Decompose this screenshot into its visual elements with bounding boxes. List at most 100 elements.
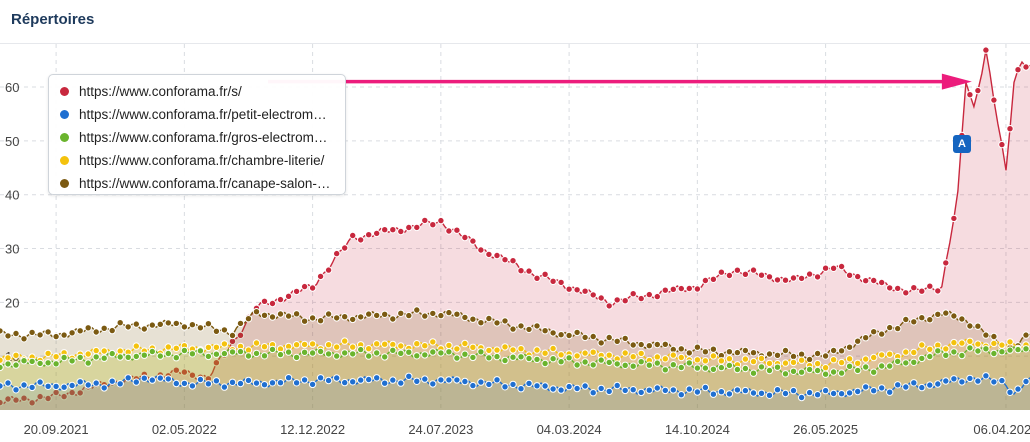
data-point [629, 386, 637, 394]
annotation-arrow-head [941, 73, 972, 90]
data-point [629, 353, 637, 361]
data-point [677, 391, 685, 399]
data-point [926, 345, 934, 353]
data-point [870, 387, 878, 395]
data-point [789, 358, 798, 367]
data-point [284, 312, 293, 320]
data-point [405, 311, 413, 320]
data-point [757, 363, 766, 371]
data-point [645, 386, 653, 394]
data-point [76, 327, 84, 335]
legend-item-s[interactable]: https://www.conforama.fr/s/ [57, 80, 345, 103]
data-point [333, 374, 341, 382]
data-point [276, 379, 285, 387]
data-point [76, 389, 84, 397]
data-point [781, 359, 790, 367]
data-point [212, 343, 221, 351]
legend-item-chambre-literie[interactable]: https://www.conforama.fr/chambre-literie… [57, 149, 345, 172]
annotation-badge[interactable]: A [953, 135, 971, 153]
data-point [982, 331, 990, 339]
data-point [597, 356, 605, 364]
data-point [172, 319, 181, 328]
data-point [910, 379, 918, 387]
data-point [557, 358, 565, 366]
data-point [757, 354, 766, 363]
data-point [870, 368, 878, 376]
data-point [212, 350, 221, 358]
legend-marker-icon [60, 179, 69, 188]
data-point [268, 345, 277, 354]
data-point [677, 363, 685, 372]
data-point [349, 343, 357, 351]
data-point [781, 346, 790, 355]
data-point [934, 380, 942, 388]
data-point [341, 349, 349, 357]
data-point [509, 353, 517, 361]
data-point [292, 287, 301, 296]
data-point [124, 323, 132, 331]
data-point [68, 357, 76, 365]
data-point [837, 390, 846, 398]
data-point [934, 287, 942, 295]
data-point [741, 270, 750, 279]
data-point [821, 352, 830, 360]
data-point [517, 267, 525, 275]
data-point [990, 332, 998, 341]
data-point [902, 315, 910, 324]
data-point [813, 273, 822, 281]
data-point [773, 363, 782, 371]
data-point [589, 291, 597, 299]
data-point [68, 388, 76, 397]
legend-item-canape-salon[interactable]: https://www.conforama.fr/canape-salon-se… [57, 172, 345, 195]
data-point [4, 379, 12, 387]
data-point [20, 381, 28, 389]
data-point [613, 360, 621, 368]
data-point [725, 361, 734, 370]
data-point [797, 393, 806, 402]
data-point [821, 370, 830, 378]
data-point [228, 378, 237, 386]
data-point [942, 377, 950, 385]
data-point [886, 350, 894, 358]
data-point [926, 381, 934, 389]
data-point [725, 355, 734, 363]
data-point [797, 350, 806, 358]
data-point [942, 345, 950, 353]
data-point [469, 237, 477, 245]
data-point [765, 350, 774, 358]
data-point [397, 309, 405, 317]
data-point [741, 346, 750, 355]
data-point [525, 379, 533, 388]
data-point [236, 347, 245, 356]
data-point [421, 351, 429, 359]
data-point [517, 322, 525, 330]
data-point [60, 392, 68, 401]
data-point [773, 386, 782, 394]
data-point [878, 351, 886, 359]
data-point [918, 354, 926, 363]
data-point [974, 377, 982, 385]
data-point [204, 343, 213, 352]
data-point [789, 274, 798, 282]
data-point [509, 257, 517, 265]
data-point [308, 349, 317, 357]
legend-item-petit-electromenager[interactable]: https://www.conforama.fr/petit-electrome… [57, 103, 345, 126]
data-point [886, 284, 894, 292]
data-point [870, 353, 878, 362]
data-point [845, 355, 854, 363]
data-point [172, 344, 181, 352]
data-point [661, 386, 669, 395]
data-point [316, 347, 325, 356]
legend-item-gros-electromenager[interactable]: https://www.conforama.fr/gros-electromen… [57, 126, 345, 149]
data-point [1006, 338, 1014, 346]
data-point [373, 229, 381, 238]
data-point [894, 284, 902, 293]
data-point [862, 355, 870, 363]
data-point [300, 282, 309, 291]
data-point [974, 340, 982, 348]
data-point [918, 383, 926, 392]
data-point [829, 346, 838, 355]
data-point [1022, 345, 1030, 353]
data-point [461, 377, 469, 386]
data-point [100, 324, 108, 332]
